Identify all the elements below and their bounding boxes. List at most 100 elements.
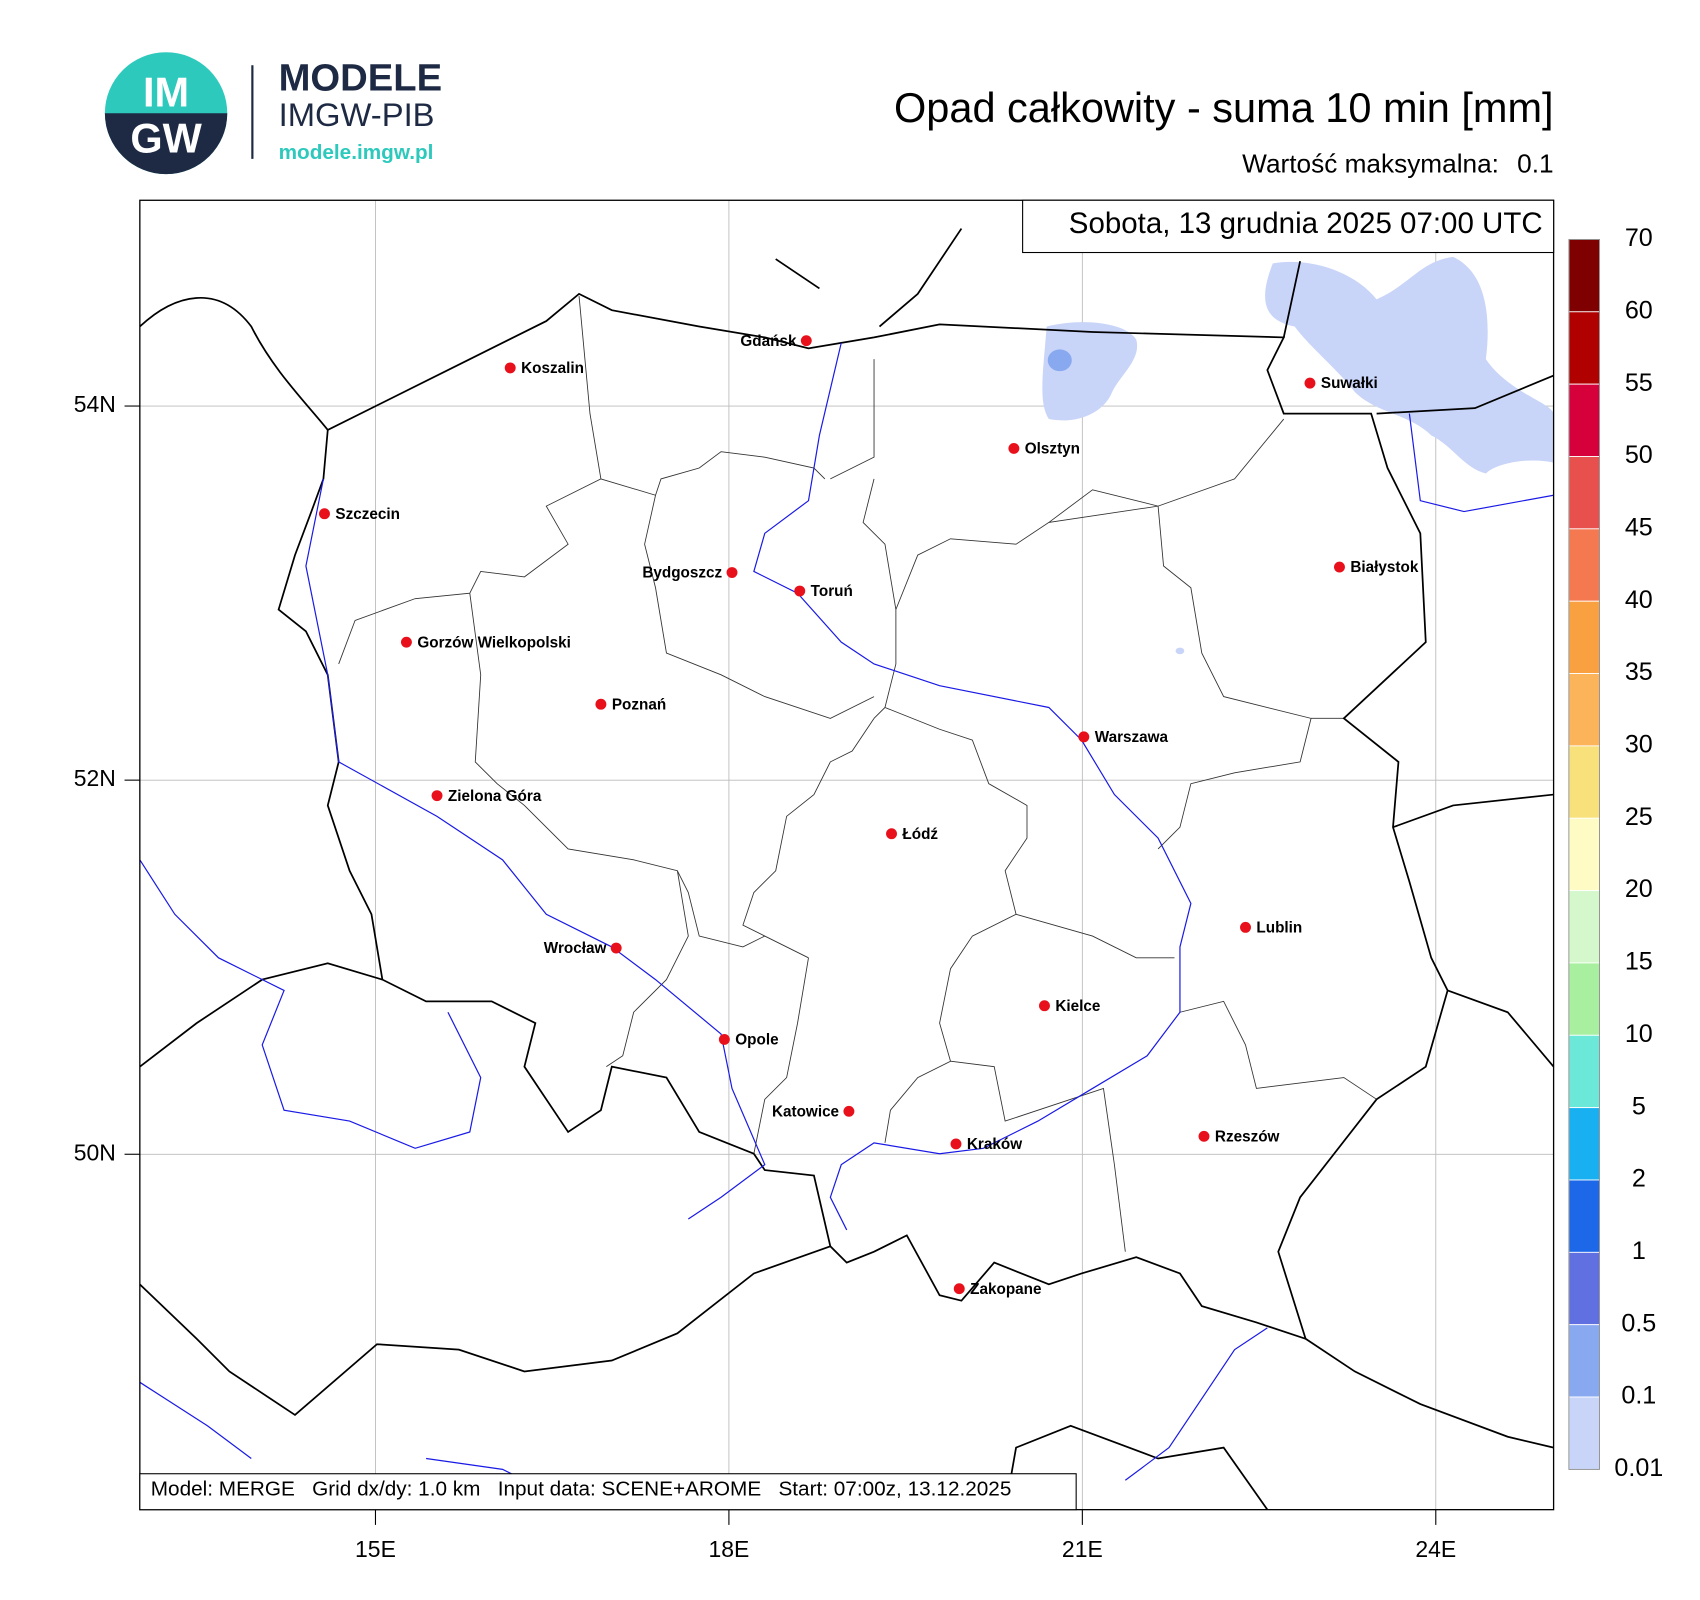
- x-tick-label: 24E: [1415, 1536, 1456, 1562]
- legend-box: [1568, 673, 1600, 747]
- logo: IM GW MODELE IMGW-PIB modele.imgw.pl: [104, 52, 443, 175]
- legend-box: [1568, 1034, 1600, 1109]
- legend-label: 60: [1625, 296, 1653, 324]
- city-label: Katowice: [772, 1103, 839, 1120]
- logo-text: IM: [143, 69, 189, 116]
- legend: 70 60 55 50 45 40 35 30 25 20 15 10 5 2 1 0.5 0.1 0.01: [1568, 224, 1663, 1482]
- city-label: Toruń: [811, 583, 853, 600]
- city-label: Lublin: [1256, 919, 1302, 936]
- legend-box: [1568, 600, 1600, 674]
- legend-label: 25: [1625, 803, 1653, 831]
- legend-label: 15: [1625, 948, 1653, 976]
- city-dot: [1198, 1130, 1210, 1142]
- legend-box: [1568, 890, 1600, 964]
- legend-label: 40: [1625, 586, 1653, 614]
- legend-box: [1568, 383, 1600, 457]
- precip-area: [1047, 349, 1072, 372]
- city-label: Kraków: [967, 1136, 1022, 1153]
- city-label: Wrocław: [544, 940, 607, 957]
- y-tick-label: 50N: [74, 1139, 116, 1165]
- precip-area: [1042, 322, 1138, 421]
- legend-box: [1568, 962, 1600, 1036]
- legend-frame: [1568, 239, 1600, 1470]
- city-label: Szczecin: [335, 506, 400, 523]
- legend-box: [1568, 311, 1600, 385]
- city-dot: [1039, 1000, 1050, 1012]
- city-label: Bydgoszcz: [642, 565, 722, 582]
- city-label: Łódź: [902, 826, 938, 843]
- title: Opad całkowity - suma 10 min [mm]: [894, 84, 1554, 131]
- city-label: Suwałki: [1321, 375, 1378, 392]
- city-dot: [1333, 561, 1345, 573]
- legend-label: 45: [1625, 514, 1653, 542]
- legend-label: 30: [1625, 731, 1653, 759]
- x-tick-label: 18E: [709, 1536, 750, 1562]
- legend-box: [1568, 456, 1600, 530]
- city-dot: [953, 1283, 965, 1295]
- legend-box: [1568, 239, 1600, 313]
- city-dot: [886, 828, 897, 840]
- map-background: [139, 200, 1554, 1510]
- x-tick-label: 21E: [1062, 1536, 1103, 1562]
- legend-box: [1568, 1179, 1600, 1253]
- url: modele.imgw.pl: [279, 141, 434, 164]
- city-dot: [1240, 921, 1251, 933]
- legend-box: [1568, 1107, 1600, 1181]
- legend-box: [1568, 1324, 1600, 1398]
- precip-area: [1265, 256, 1554, 474]
- cities: Koszalin Gdańsk Suwałki Olsztyn Szczecin Biał…: [319, 333, 1419, 1298]
- date: Sobota, 13 grudnia 2025 07:00 UTC: [1069, 207, 1543, 240]
- city-label: Gorzów Wielkopolski: [417, 634, 571, 651]
- city-label: Warszawa: [1095, 729, 1169, 746]
- legend-label: 2: [1632, 1165, 1646, 1193]
- city-label: Opole: [735, 1032, 778, 1049]
- map: Koszalin Gdańsk Suwałki Olsztyn Szczecin Biał…: [139, 199, 1555, 1511]
- legend-box: [1568, 745, 1600, 819]
- date-box: [1022, 199, 1555, 254]
- city-dot: [1078, 731, 1090, 743]
- city-dot: [400, 636, 412, 648]
- legend-label: 5: [1632, 1092, 1646, 1120]
- legend-label: 70: [1625, 224, 1653, 252]
- city-label: Białystok: [1350, 559, 1418, 576]
- legend-box: [1568, 1396, 1600, 1470]
- legend-label: 35: [1625, 658, 1653, 686]
- org: IMGW-PIB: [279, 96, 435, 133]
- legend-label: 0.5: [1621, 1309, 1656, 1337]
- y-tick-label: 54N: [74, 391, 116, 417]
- city-dot: [794, 585, 806, 597]
- precip-area: [1175, 647, 1185, 655]
- legend-label: 10: [1625, 1020, 1653, 1048]
- y-tick-label: 52N: [74, 765, 116, 791]
- city-label: Poznań: [612, 696, 666, 713]
- city-dot: [595, 698, 607, 710]
- footer: Model: MERGE Grid dx/dy: 1.0 km Input da…: [151, 1478, 1012, 1501]
- city-dot: [610, 942, 622, 954]
- city-dot: [800, 335, 812, 347]
- city-dot: [950, 1138, 962, 1150]
- city-label: Kielce: [1055, 998, 1100, 1015]
- legend-box: [1568, 528, 1600, 602]
- city-dot: [1304, 377, 1316, 389]
- city-label: Zakopane: [970, 1281, 1041, 1298]
- legend-box: [1568, 1251, 1600, 1326]
- city-dot: [843, 1105, 855, 1117]
- city-label: Gdańsk: [740, 333, 797, 350]
- max-label: Wartość maksymalna:: [1242, 148, 1499, 178]
- logo-text: GW: [130, 114, 202, 161]
- legend-label: 50: [1625, 441, 1653, 469]
- legend-label: 55: [1625, 369, 1653, 397]
- city-dot: [718, 1034, 730, 1045]
- city-label: Koszalin: [521, 360, 584, 377]
- x-tick-label: 15E: [355, 1536, 396, 1562]
- city-dot: [431, 790, 443, 802]
- legend-label: 0.1: [1621, 1382, 1656, 1410]
- city-label: Olsztyn: [1025, 441, 1080, 458]
- brand: MODELE: [279, 57, 443, 100]
- city-label: Rzeszów: [1215, 1128, 1280, 1145]
- max-value: 0.1: [1517, 148, 1553, 178]
- city-dot: [319, 508, 330, 520]
- legend-label: 0.01: [1614, 1454, 1663, 1482]
- city-label: Zielona Góra: [448, 788, 542, 805]
